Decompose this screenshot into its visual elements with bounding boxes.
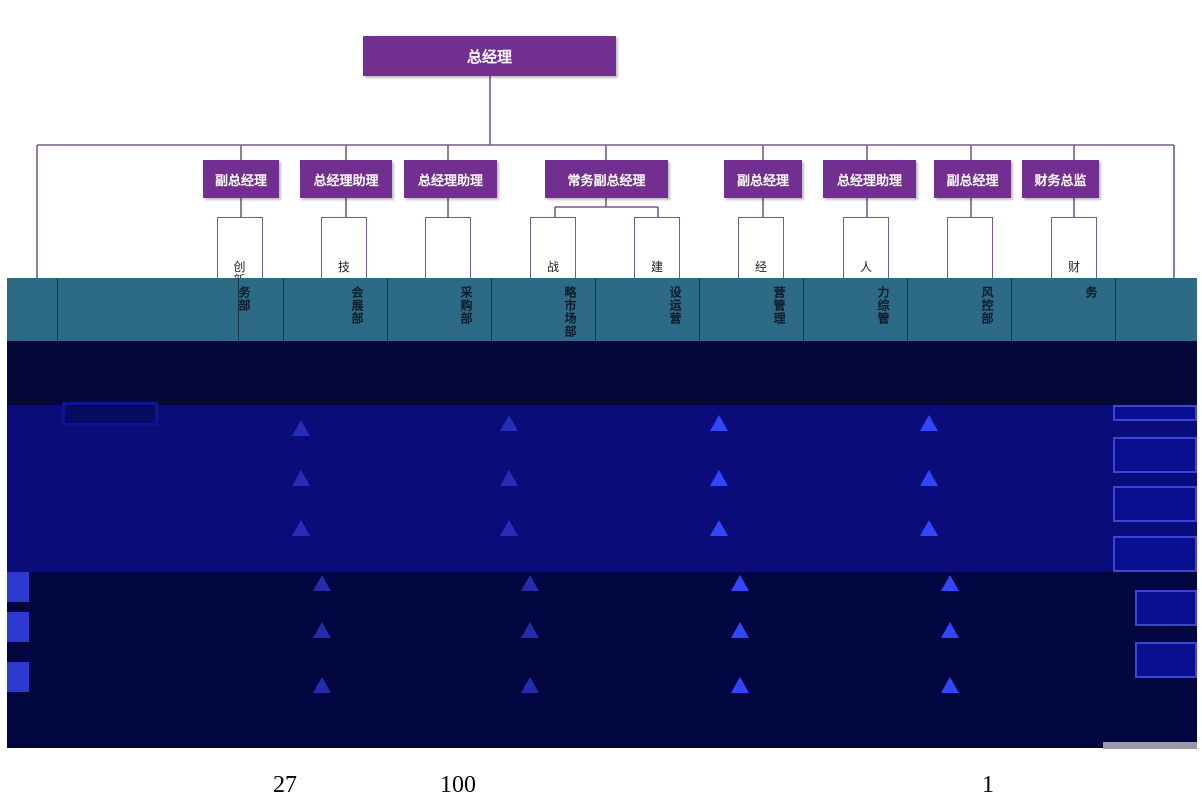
vp-label-2: 总经理助理 xyxy=(313,173,379,189)
stripe-cell xyxy=(803,278,907,341)
triangle-icon xyxy=(920,415,938,431)
triangle-icon xyxy=(710,415,728,431)
triangle-icon xyxy=(313,677,331,693)
right-panel-box xyxy=(1135,590,1197,626)
dept-text-7: 人 xyxy=(859,260,872,274)
triangle-icon xyxy=(920,520,938,536)
right-panel-box xyxy=(1113,437,1197,473)
triangle-icon xyxy=(920,470,938,486)
vp-box-5: 副总经理 xyxy=(724,160,802,198)
triangle-icon xyxy=(731,575,749,591)
stripe-text-9: 务 xyxy=(1084,286,1098,299)
stripe-cell xyxy=(595,278,699,341)
triangle-icon xyxy=(292,420,310,436)
glitch-stripe: 务部 会展部 采购部 略市场部 设运营 营管理 力综管 风控部 务 xyxy=(7,278,1197,341)
stripe-cell xyxy=(1115,278,1197,341)
stripe-cell xyxy=(387,278,491,341)
left-tab xyxy=(7,662,29,692)
triangle-icon xyxy=(313,622,331,638)
stripe-cell xyxy=(491,278,595,341)
vp-label-5: 副总经理 xyxy=(736,173,789,189)
triangle-icon xyxy=(731,677,749,693)
dept-text-4: 战 xyxy=(546,260,559,274)
vp-box-6: 总经理助理 xyxy=(823,160,916,198)
vp-label-7: 副总经理 xyxy=(946,173,999,189)
ceo-label: 总经理 xyxy=(466,47,512,66)
gray-bar xyxy=(1103,742,1197,749)
stripe-cell xyxy=(57,278,238,341)
triangle-icon xyxy=(941,677,959,693)
stripe-text-1: 务部 xyxy=(237,286,251,312)
triangle-icon xyxy=(500,470,518,486)
vp-box-2: 总经理助理 xyxy=(300,160,392,198)
footer-number-2: 100 xyxy=(440,772,476,798)
right-panel-box xyxy=(1113,486,1197,522)
vp-label-3: 总经理助理 xyxy=(417,173,483,189)
vp-label-8: 财务总监 xyxy=(1034,173,1087,189)
dept-text-9: 财 xyxy=(1067,260,1080,274)
stripe-text-3: 采购部 xyxy=(459,286,473,325)
vp-label-1: 副总经理 xyxy=(214,173,267,189)
triangle-icon xyxy=(292,520,310,536)
triangle-icon xyxy=(521,622,539,638)
vp-label-6: 总经理助理 xyxy=(836,173,902,189)
dept-text-2: 技 xyxy=(337,260,350,274)
stripe-text-5: 设运营 xyxy=(668,286,682,325)
right-panel-box xyxy=(1113,405,1197,421)
triangle-icon xyxy=(710,470,728,486)
ceo-box: 总经理 xyxy=(363,36,616,76)
triangle-icon xyxy=(292,470,310,486)
panel-header-block xyxy=(62,402,158,426)
triangle-icon xyxy=(710,520,728,536)
stripe-text-6: 营管理 xyxy=(772,286,786,325)
stripe-cell xyxy=(907,278,1011,341)
stripe-text-2: 会展部 xyxy=(350,286,364,325)
left-tab xyxy=(7,612,29,642)
stripe-text-8: 风控部 xyxy=(980,286,994,325)
triangle-icon xyxy=(941,575,959,591)
footer-number-3: 1 xyxy=(982,772,994,798)
right-panel-box xyxy=(1113,536,1197,572)
stripe-cell xyxy=(699,278,803,341)
triangle-icon xyxy=(941,622,959,638)
right-panel-box xyxy=(1135,642,1197,678)
vp-box-1: 副总经理 xyxy=(203,160,279,198)
vp-label-4: 常务副总经理 xyxy=(567,173,646,189)
triangle-icon xyxy=(731,622,749,638)
dept-text-6: 经 xyxy=(754,260,767,274)
dept-text-5: 建 xyxy=(650,260,663,274)
triangle-icon xyxy=(313,575,331,591)
stripe-cell xyxy=(238,278,283,341)
dark-band xyxy=(7,341,1197,405)
left-tab xyxy=(7,572,29,602)
stripe-text-7: 力综管 xyxy=(876,286,890,325)
stripe-cell xyxy=(283,278,387,341)
stripe-text-4: 略市场部 xyxy=(563,286,577,338)
vp-box-4: 常务副总经理 xyxy=(545,160,668,198)
vp-box-7: 副总经理 xyxy=(934,160,1011,198)
dark-panel xyxy=(7,572,1197,748)
vp-box-8: 财务总监 xyxy=(1022,160,1099,198)
stripe-cell xyxy=(1011,278,1115,341)
triangle-icon xyxy=(521,575,539,591)
triangle-icon xyxy=(500,415,518,431)
footer-number-1: 27 xyxy=(273,772,297,798)
triangle-icon xyxy=(521,677,539,693)
triangle-icon xyxy=(500,520,518,536)
vp-box-3: 总经理助理 xyxy=(404,160,497,198)
org-chart-connectors xyxy=(36,76,1175,300)
